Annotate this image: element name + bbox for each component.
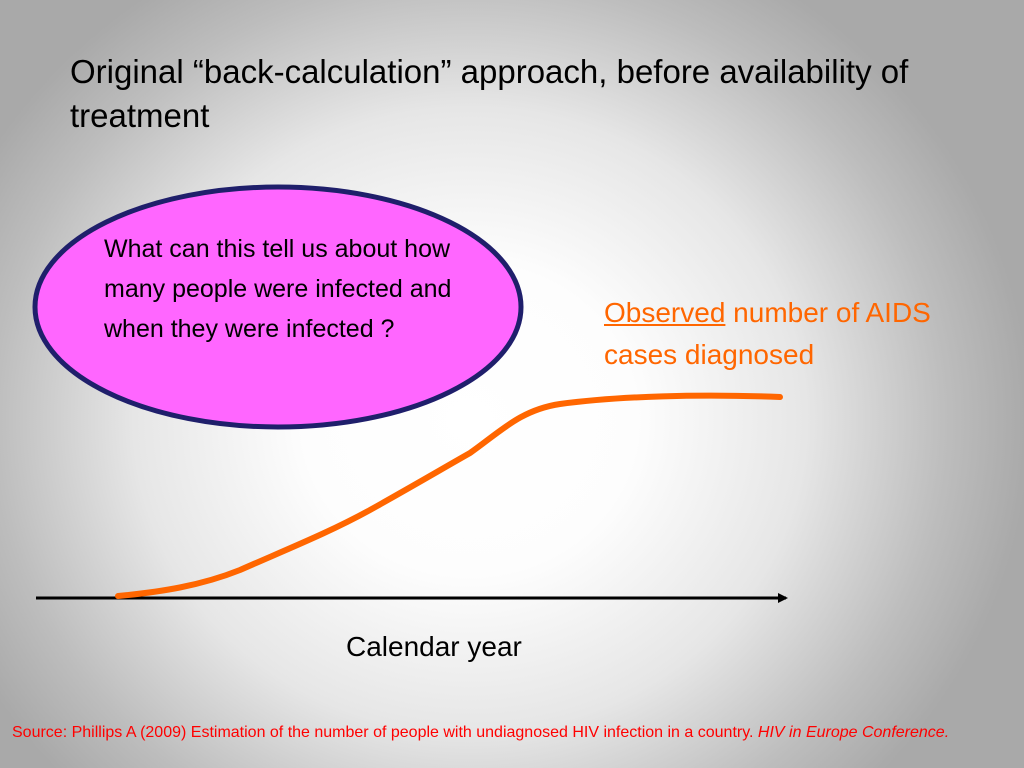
source-citation: Source: Phillips A (2009) Estimation of … — [12, 722, 1012, 744]
curve-label-rest: number of AIDS cases diagnosed — [604, 297, 931, 370]
curve-label: Observed number of AIDS cases diagnosed — [604, 292, 1004, 376]
question-bubble-text: What can this tell us about how many peo… — [104, 235, 452, 343]
question-bubble — [32, 184, 524, 430]
curve-label-observed: Observed — [604, 297, 726, 328]
observed-aids-cases-curve — [115, 392, 783, 599]
source-citation-text: Source: Phillips A (2009) Estimation of … — [12, 724, 758, 741]
x-axis-label: Calendar year — [346, 631, 522, 662]
source-citation-conference: HIV in Europe Conference. — [757, 724, 950, 741]
slide-title: Original “back-calculation” approach, be… — [70, 53, 909, 134]
